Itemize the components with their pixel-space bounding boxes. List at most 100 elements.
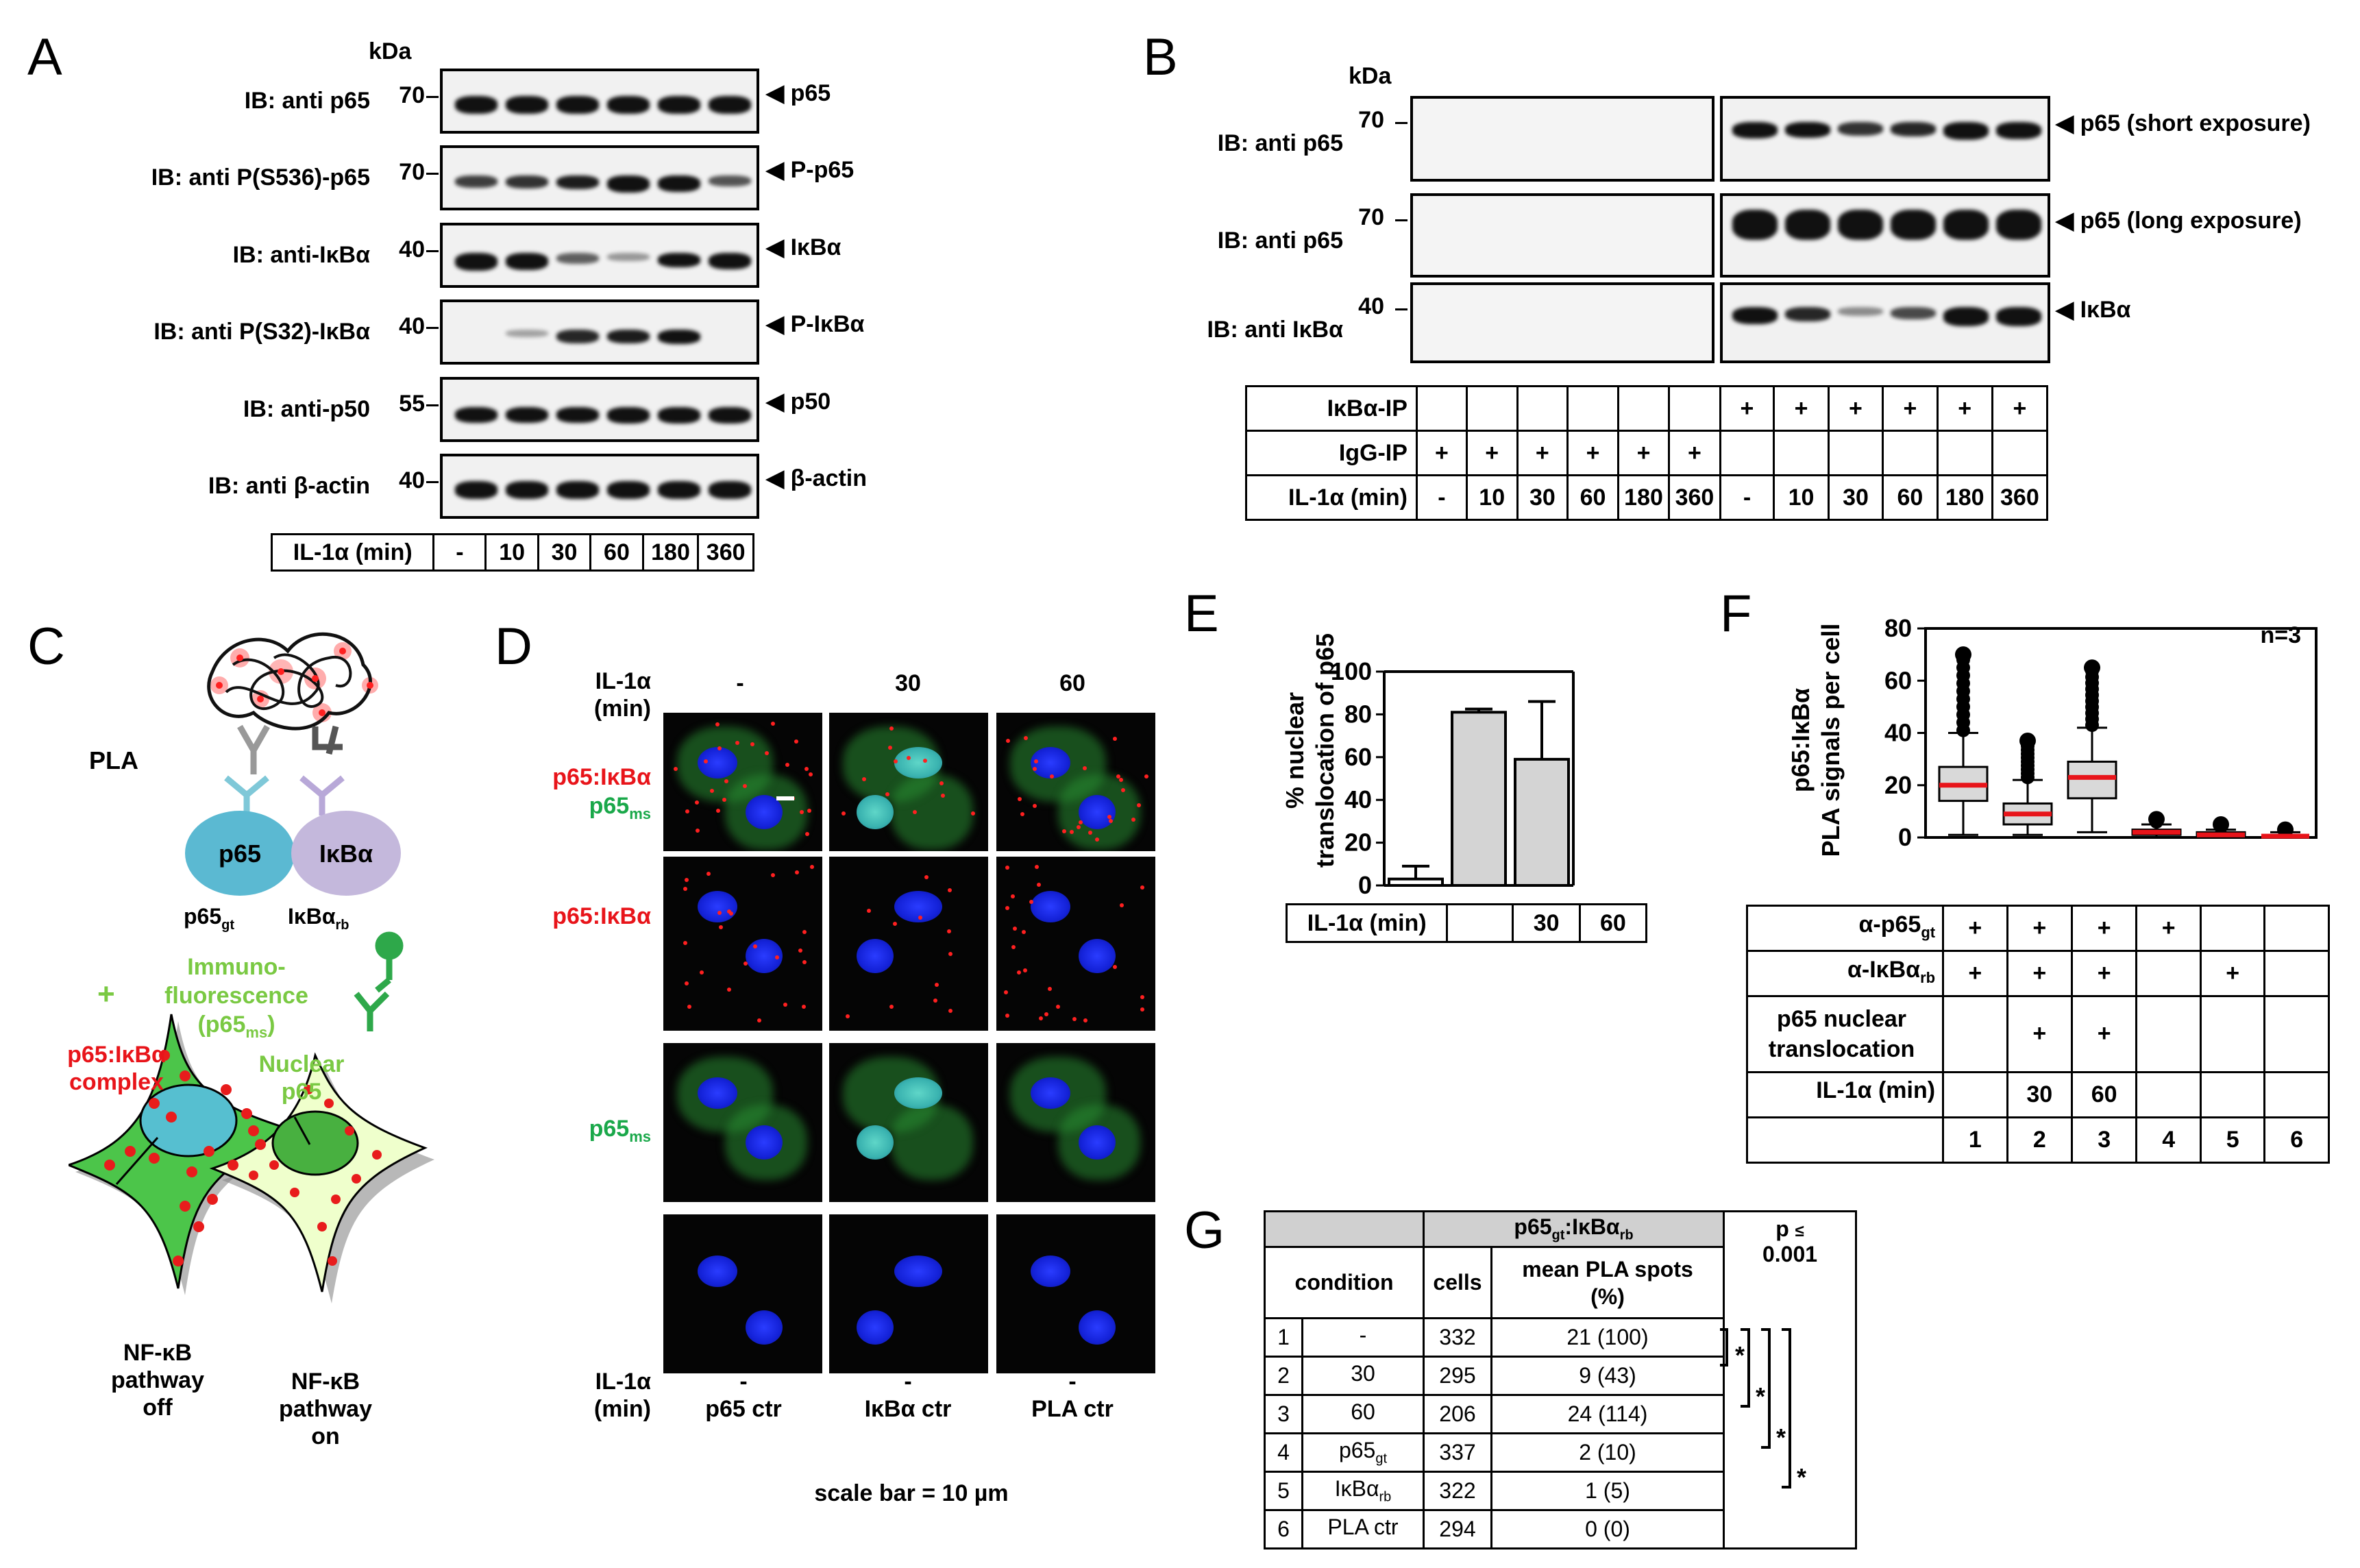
f-rowlabel-sub: gt	[1921, 923, 1936, 941]
f-cell	[2199, 995, 2266, 1073]
g-cond-text: -	[1359, 1323, 1367, 1348]
pla-dot	[696, 829, 700, 833]
b-ib-label: IB: anti IκBα	[1207, 317, 1343, 343]
pla-dot	[1033, 767, 1037, 771]
complex-label-1: p65:IκBα	[69, 1042, 166, 1068]
f-outlier	[2213, 816, 2229, 833]
d-bottom-time-3: -	[1068, 1369, 1077, 1395]
nucleus	[1079, 1125, 1116, 1160]
pla-dot	[1029, 900, 1033, 904]
off-line1: NF-κB	[123, 1340, 192, 1366]
pla-dot	[889, 1005, 894, 1009]
pla-dot	[810, 865, 814, 869]
pla-dot	[1140, 885, 1144, 890]
pla-dot	[1013, 927, 1017, 931]
d-time-2: 30	[895, 670, 921, 696]
plus-sign: +	[97, 977, 115, 1011]
g-p-le: ≤	[1795, 1222, 1804, 1240]
a-band	[455, 481, 497, 499]
g-mean-2: (%)	[1590, 1284, 1625, 1309]
a-target-name: p50	[790, 389, 831, 415]
pla-dot	[933, 999, 937, 1003]
pla-dot	[1140, 995, 1144, 999]
micrograph-r3-c1	[663, 1043, 822, 1202]
pla-dot	[846, 1014, 850, 1018]
f-cell: +	[2070, 904, 2138, 953]
a-band	[556, 175, 599, 189]
d-il1a-top-2: (min)	[593, 696, 651, 722]
b-cell: +	[1991, 385, 2049, 432]
b-cell: +	[1415, 430, 1468, 476]
a-band	[556, 407, 599, 423]
b-band	[1732, 307, 1778, 324]
nucleus	[857, 939, 894, 973]
e-ylabel-2: translocation of p65	[1311, 633, 1339, 868]
pla-dot	[717, 911, 722, 915]
f-cell	[2263, 950, 2330, 998]
f-cell: +	[2199, 950, 2266, 998]
pla-dot	[1072, 1017, 1077, 1021]
pla-dot	[924, 875, 929, 879]
f-outlier	[2019, 732, 2036, 749]
cell-on	[209, 1052, 434, 1303]
pla-dot	[1023, 968, 1027, 972]
complex-dot	[207, 1194, 218, 1205]
pla-dot	[794, 739, 798, 744]
pla-dot	[1020, 812, 1024, 816]
pla-dot	[923, 759, 927, 763]
a-band	[556, 481, 599, 499]
pla-dot	[1017, 970, 1021, 975]
micrograph-r4-c2	[829, 1214, 988, 1373]
pla-dot	[795, 870, 799, 874]
pla-dot	[802, 930, 807, 934]
g-row-cells: 295	[1423, 1356, 1492, 1396]
chart-e-plot: 0 20 40 60 80 100	[1331, 657, 1575, 899]
pla-dot	[1044, 1012, 1048, 1016]
pla-dot	[1004, 990, 1008, 994]
f-cell: 60	[2070, 1070, 2138, 1118]
g-hg-4: rb	[1619, 1227, 1634, 1243]
pla-dot	[1083, 1018, 1087, 1022]
pla-dot	[785, 763, 789, 767]
g-row-condition: -	[1301, 1317, 1425, 1358]
b-cell: +	[1668, 430, 1721, 476]
micrograph-r1-c3	[996, 713, 1155, 851]
complex-dot	[166, 1112, 177, 1123]
complex-dot	[255, 1139, 266, 1150]
nucleus	[894, 747, 942, 779]
d-il1a-bottom-2: (min)	[593, 1396, 651, 1422]
nucleus	[1031, 1255, 1070, 1287]
f-cell	[2263, 904, 2330, 953]
pla-dot	[1070, 830, 1074, 834]
f-rowlabel-text2: translocation	[1768, 1036, 1915, 1062]
f-cell	[1942, 995, 2008, 1073]
f-ytick-label: 20	[1884, 771, 1912, 799]
a-target-label: ◀ P-IκBα	[766, 311, 865, 337]
pla-dot	[753, 944, 757, 948]
complex-dot	[186, 1166, 197, 1177]
pla-dot	[1011, 894, 1015, 898]
g-row-cells: 332	[1423, 1317, 1492, 1358]
f-cell: 4	[2135, 1116, 2202, 1164]
f-cell: +	[1942, 950, 2008, 998]
g-cond-sub: rb	[1379, 1489, 1392, 1505]
pla-dot	[1137, 803, 1141, 807]
nucleus	[698, 891, 737, 922]
b-cell	[1668, 385, 1721, 432]
pla-dot	[1039, 1016, 1043, 1020]
f-cell: +	[2070, 995, 2138, 1073]
e-cond-3: 60	[1578, 903, 1648, 943]
g-row-condition: p65gt	[1301, 1432, 1425, 1473]
g-row-condition: 30	[1301, 1356, 1425, 1396]
g-hg-2: gt	[1551, 1227, 1565, 1243]
b-cell	[1827, 430, 1884, 476]
pla-dot	[674, 767, 678, 771]
condition-table-e: IL-1α (min) 30 60	[1285, 903, 1648, 943]
f-cell	[2263, 995, 2330, 1073]
nucleus	[1079, 1310, 1116, 1345]
pla-dot	[685, 809, 689, 813]
micrograph-r1-c1	[663, 713, 822, 851]
f-rowlabel-text: p65 nuclear	[1777, 1005, 1907, 1032]
b-cell	[1936, 430, 1993, 476]
